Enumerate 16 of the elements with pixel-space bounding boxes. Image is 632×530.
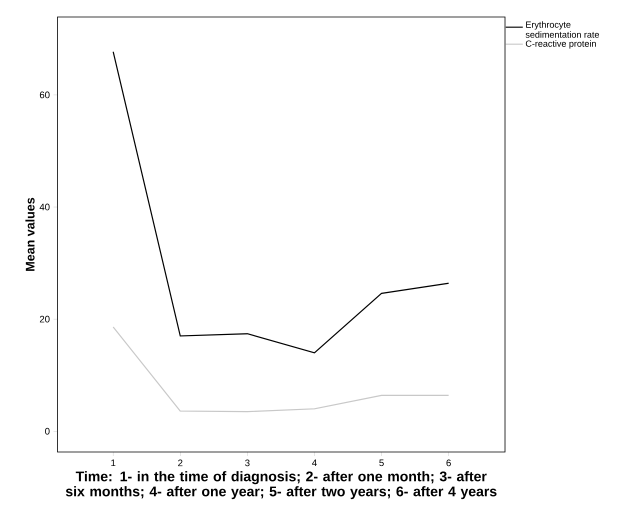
x-tick-label: 1 [111,460,116,466]
y-tick-label: 40 [40,204,50,210]
y-tick-label: 60 [40,92,50,98]
x-axis-title: Time: 1- in the time of diagnosis; 2- after one month; 3- after six months; 4- after one year; 5- after two years; 6- after 4 years [66,471,497,500]
legend-label: C-reactive protein [526,40,596,49]
line-series [112,326,450,412]
x-tick-label: 2 [178,460,182,466]
y-tick-label: 0 [45,428,50,435]
x-tick-label: 3 [245,460,250,466]
y-axis-title: Mean values [25,198,35,271]
y-tick-label: 20 [40,316,50,323]
line-series [112,51,450,354]
legend-label: Erythrocyte sedimentation rate [526,21,600,38]
x-tick-label: 5 [379,460,384,466]
x-tick-label: 4 [312,460,317,466]
x-tick-label: 6 [446,460,451,466]
